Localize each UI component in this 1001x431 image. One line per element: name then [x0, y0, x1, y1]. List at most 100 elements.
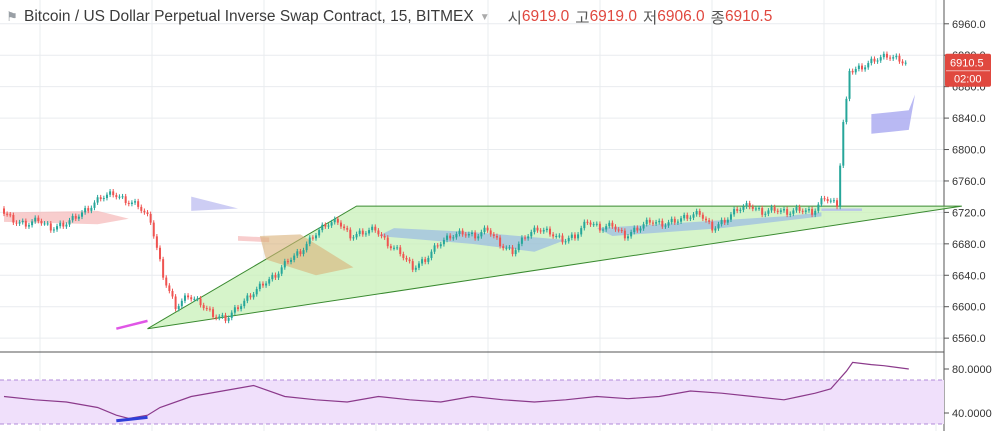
- candle-body: [714, 228, 717, 231]
- candle-body: [648, 219, 651, 223]
- candle-body: [758, 208, 761, 210]
- candle-body: [339, 222, 342, 227]
- candle-body: [243, 300, 246, 307]
- y-tick-label: 6640.0: [952, 270, 986, 282]
- candle-body: [193, 298, 196, 300]
- chevron-down-icon[interactable]: ▼: [479, 11, 490, 23]
- candle-body: [352, 237, 355, 239]
- candle-body: [676, 221, 679, 223]
- candle-body: [183, 295, 186, 301]
- candle-body: [109, 191, 112, 195]
- last-price-badge: [945, 53, 991, 87]
- trend-line-rsi[interactable]: [116, 415, 148, 423]
- candle-body: [330, 222, 333, 226]
- candle-body: [190, 297, 193, 300]
- triangle-pattern[interactable]: [147, 205, 962, 330]
- candle-body: [620, 230, 623, 232]
- candle-body: [49, 223, 52, 231]
- candle-body: [589, 222, 592, 225]
- candle-body: [389, 246, 392, 249]
- candle-body: [461, 230, 464, 235]
- candle-body: [736, 209, 739, 211]
- candle-body: [249, 295, 252, 298]
- candle-body: [839, 165, 842, 207]
- candle-body: [377, 230, 380, 235]
- candle-body: [62, 222, 65, 227]
- trend-line-price[interactable]: [116, 319, 148, 330]
- candle-body: [814, 210, 817, 215]
- candle-body: [12, 214, 15, 223]
- candle-body: [124, 196, 127, 203]
- candle-body: [311, 237, 314, 239]
- symbol-title[interactable]: Bitcoin / US Dollar Perpetual Inverse Sw…: [24, 8, 474, 25]
- candle-body: [224, 315, 227, 321]
- rsi-tick-label: 40.0000: [952, 408, 992, 420]
- candle-body: [65, 224, 68, 227]
- ohlc-close-key: 종: [710, 10, 725, 27]
- candle-body: [770, 207, 773, 211]
- candle-body: [174, 296, 177, 310]
- candle-body: [623, 230, 626, 239]
- candle-body: [627, 236, 629, 239]
- candle-body: [168, 285, 171, 291]
- candle-body: [742, 206, 745, 210]
- candle-body: [212, 309, 215, 317]
- candle-body: [536, 227, 539, 231]
- candle-body: [127, 202, 130, 204]
- candle-body: [673, 218, 676, 223]
- candle-body: [171, 290, 174, 297]
- candle-body: [848, 70, 851, 99]
- candle-body: [162, 259, 165, 278]
- candle-body: [739, 209, 742, 211]
- candle-body: [99, 197, 102, 200]
- candle-body: [208, 308, 211, 310]
- candle-body: [561, 235, 564, 243]
- countdown-label: 02:00: [954, 74, 982, 86]
- candle-body: [605, 226, 608, 230]
- rsi-line: [3, 361, 909, 420]
- candle-body: [598, 223, 601, 231]
- candle-body: [567, 237, 570, 242]
- candle-body: [542, 230, 545, 232]
- candle-body: [324, 224, 327, 227]
- candle-body: [137, 201, 140, 207]
- candle-body: [477, 236, 480, 239]
- candle-body: [121, 196, 124, 198]
- cloud-bull: [871, 94, 916, 134]
- candle-body: [486, 227, 489, 231]
- candle-body: [642, 224, 645, 229]
- candle-body: [492, 234, 495, 236]
- candle-body: [402, 254, 405, 258]
- candle-body: [105, 194, 108, 199]
- candle-body: [845, 98, 848, 123]
- candle-body: [18, 222, 21, 224]
- ohlc-close-value: 6910.5: [724, 8, 773, 25]
- candle-body: [792, 210, 795, 214]
- candle-body: [832, 200, 835, 202]
- candle-body: [667, 222, 670, 226]
- price-axis[interactable]: 6960.06920.06880.06840.06800.06760.06720…: [944, 19, 991, 345]
- candle-body: [636, 227, 639, 231]
- flag-icon[interactable]: ⚑: [6, 9, 18, 24]
- candle-body: [683, 214, 686, 219]
- candle-body: [895, 55, 898, 58]
- candle-body: [573, 234, 576, 239]
- candle-body: [386, 237, 389, 247]
- candle-body: [564, 241, 567, 243]
- candle-body: [761, 208, 764, 215]
- candle-body: [892, 57, 895, 59]
- candle-body: [898, 55, 901, 62]
- candle-body: [555, 235, 558, 237]
- candle-body: [277, 273, 280, 278]
- rsi-axis[interactable]: 80.0000 40.0000: [944, 364, 992, 420]
- candle-body: [842, 122, 845, 166]
- candle-body: [255, 289, 258, 295]
- candle-body: [233, 307, 236, 313]
- ohlc-low-key: 저: [642, 10, 658, 27]
- candle-body: [471, 232, 473, 235]
- candle-body: [414, 267, 417, 270]
- candle-body: [826, 199, 829, 202]
- candle-body: [558, 235, 561, 237]
- candle-body: [24, 220, 27, 227]
- candle-body: [882, 53, 885, 58]
